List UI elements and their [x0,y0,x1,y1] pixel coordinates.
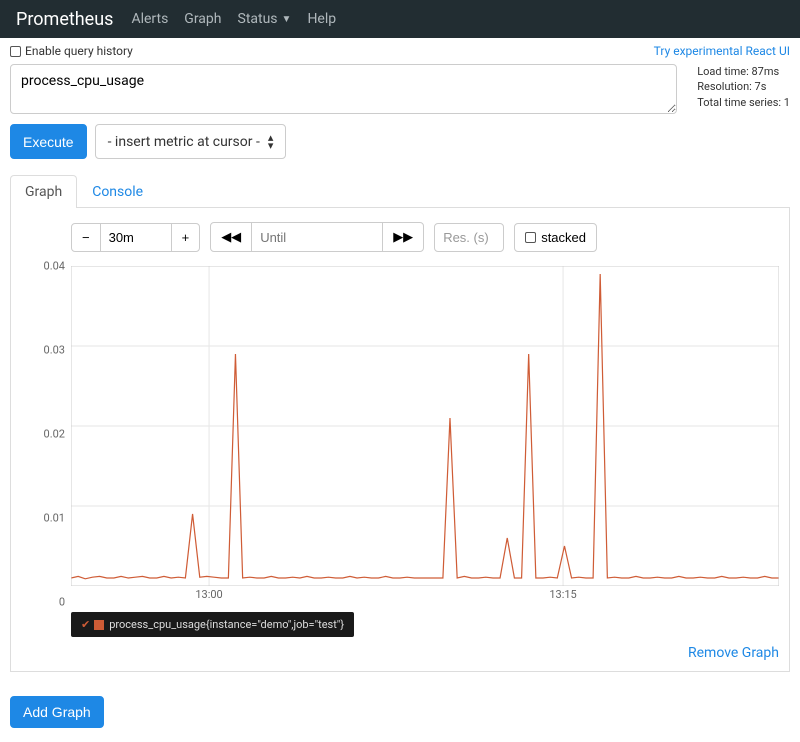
tabs: Graph Console [10,175,790,208]
main: process_cpu_usage Load time: 87ms Resolu… [0,64,800,682]
time-back-button[interactable]: ◀◀ [210,222,252,252]
fastforward-icon: ▶▶ [393,229,413,245]
range-input-wrap [100,223,172,252]
brand: Prometheus [16,9,113,30]
x-axis: 13:00 13:15 [71,586,779,602]
stacked-label: stacked [541,230,586,245]
controls-row: Execute - insert metric at cursor - ▴▾ [10,124,790,159]
range-group: − + [71,223,200,252]
until-input-wrap [251,222,383,252]
nav-status[interactable]: Status ▼ [238,11,292,27]
nav-help[interactable]: Help [307,11,336,27]
graph-controls: − + ◀◀ ▶▶ stacked [71,222,779,252]
y-tick-label: 0.01 [44,512,65,525]
range-increase-button[interactable]: + [171,223,201,252]
y-tick-label: 0.03 [44,344,65,357]
execute-button[interactable]: Execute [10,124,87,159]
tab-console[interactable]: Console [77,175,158,208]
checkbox-icon [525,232,536,243]
add-graph-button[interactable]: Add Graph [10,696,104,728]
nav-status-label: Status [238,11,278,27]
meta-resolution: Resolution: 7s [697,79,790,94]
range-input[interactable] [101,224,171,251]
nav-alerts[interactable]: Alerts [131,11,168,27]
until-input[interactable] [252,224,382,251]
enable-history-checkbox[interactable]: Enable query history [10,44,133,58]
graph-panel: − + ◀◀ ▶▶ stacked [10,208,790,672]
react-ui-link[interactable]: Try experimental React UI [654,44,790,58]
rewind-icon: ◀◀ [221,229,241,245]
legend-swatch [94,620,104,630]
metric-select-label: - insert metric at cursor - [108,134,260,150]
navbar: Prometheus Alerts Graph Status ▼ Help [0,0,800,38]
query-input[interactable]: process_cpu_usage [10,64,677,114]
stacked-toggle[interactable]: stacked [514,223,597,252]
x-tick-label: 13:00 [195,588,222,601]
y-tick-label: 0 [59,596,65,609]
enable-history-label: Enable query history [25,44,133,58]
meta-totalseries: Total time series: 1 [697,95,790,110]
legend[interactable]: ✔ process_cpu_usage{instance="demo",job=… [71,612,354,637]
add-graph-row: Add Graph [10,696,790,728]
legend-text: process_cpu_usage{instance="demo",job="t… [109,618,344,631]
time-group: ◀◀ ▶▶ [210,222,424,252]
chevron-down-icon: ▼ [282,14,292,25]
checkbox-icon [10,46,21,57]
remove-graph-link[interactable]: Remove Graph [688,645,779,661]
select-arrows-icon: ▴▾ [268,132,274,151]
query-meta: Load time: 87ms Resolution: 7s Total tim… [697,64,790,110]
meta-loadtime: Load time: 87ms [697,64,790,79]
top-row: Enable query history Try experimental Re… [0,38,800,64]
check-icon: ✔ [81,618,90,631]
chart-area: 00.010.020.030.04 13:0013:15 [21,266,779,602]
metric-select[interactable]: - insert metric at cursor - ▴▾ [95,124,287,159]
y-tick-label: 0.04 [44,260,65,273]
range-decrease-button[interactable]: − [71,223,101,252]
nav-graph[interactable]: Graph [184,11,221,27]
tab-graph[interactable]: Graph [10,175,77,208]
remove-graph-row: Remove Graph [21,645,779,661]
chart-svg [71,266,779,586]
query-row: process_cpu_usage Load time: 87ms Resolu… [10,64,790,114]
y-tick-label: 0.02 [44,428,65,441]
y-axis: 00.010.020.030.04 [21,266,71,602]
plot-wrap: 13:00 13:15 [71,266,779,602]
x-tick-label: 13:15 [549,588,576,601]
resolution-input[interactable] [434,223,504,252]
time-forward-button[interactable]: ▶▶ [382,222,424,252]
